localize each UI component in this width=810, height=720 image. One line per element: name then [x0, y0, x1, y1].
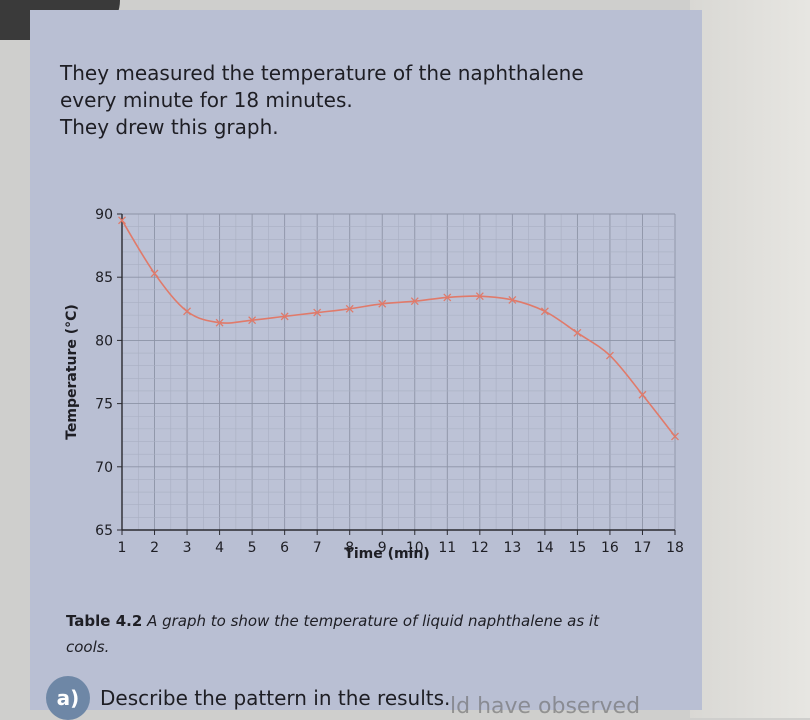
x-tick-label: 12 — [471, 540, 489, 556]
data-point — [215, 318, 224, 327]
intro-line-1: They measured the temperature of the nap… — [60, 61, 584, 85]
x-tick-label: 7 — [313, 540, 322, 556]
data-point — [118, 216, 126, 225]
x-tick-label: 10 — [406, 540, 424, 556]
y-tick-labels: 65 70 75 80 85 90 — [95, 207, 113, 539]
x-tick-label: 11 — [438, 540, 456, 556]
y-tick-label: 70 — [95, 460, 113, 476]
x-tick-label: 5 — [248, 540, 257, 556]
temperature-line — [121, 219, 676, 437]
x-tick-label: 3 — [183, 540, 192, 556]
adjacent-page — [690, 0, 810, 718]
y-tick-label: 90 — [95, 207, 113, 223]
data-point — [280, 312, 289, 321]
x-tick-label: 17 — [634, 540, 652, 556]
question-a: a) Describe the pattern in the results. — [46, 676, 450, 720]
x-tick-label: 15 — [568, 540, 586, 556]
table-caption: Table 4.2 A graph to show the temperatur… — [66, 608, 626, 660]
x-axis-label: Time (min) — [344, 546, 429, 562]
x-tick-label: 4 — [215, 540, 224, 556]
data-point — [345, 304, 354, 313]
intro-line-2: every minute for 18 minutes. — [60, 88, 353, 112]
y-tick-label: 65 — [95, 523, 113, 539]
x-tick-label: 8 — [345, 540, 354, 556]
x-tick-label: 2 — [150, 540, 159, 556]
x-tick-label: 6 — [280, 540, 289, 556]
data-point — [475, 292, 484, 301]
data-point — [638, 390, 647, 399]
y-tick-label: 85 — [95, 270, 113, 286]
data-points — [118, 216, 679, 441]
data-point — [313, 308, 322, 317]
data-point — [248, 316, 257, 325]
x-tick-label: 18 — [666, 540, 684, 556]
data-point — [605, 351, 614, 360]
question-marker: a) — [46, 676, 90, 720]
data-point — [378, 299, 387, 308]
data-point — [410, 297, 419, 306]
x-tick-label: 1 — [118, 540, 127, 556]
x-tick-label: 16 — [601, 540, 619, 556]
intro-text: They measured the temperature of the nap… — [60, 60, 680, 141]
axes — [117, 213, 676, 535]
caption-text: A graph to show the temperature of liqui… — [66, 612, 599, 656]
data-point — [508, 295, 517, 304]
y-tick-label: 75 — [95, 397, 113, 413]
bleed-through-text: ld have observed — [450, 694, 641, 719]
data-point — [150, 269, 159, 278]
x-tick-label: 9 — [378, 540, 387, 556]
data-point — [671, 432, 679, 441]
intro-line-3: They drew this graph. — [60, 115, 279, 139]
x-tick-labels: 1 2 3 4 5 6 7 8 9 10 11 12 13 14 15 16 17 18 — [118, 540, 684, 556]
y-axis-label: Temperature (°C) — [64, 304, 80, 440]
question-text: Describe the pattern in the results. — [100, 686, 451, 710]
data-point — [573, 328, 582, 337]
y-tick-label: 80 — [95, 333, 113, 349]
x-tick-label: 14 — [536, 540, 554, 556]
data-point — [540, 307, 549, 316]
data-point — [443, 293, 452, 302]
data-point — [183, 307, 192, 316]
caption-tag: Table 4.2 — [66, 612, 143, 630]
x-tick-label: 13 — [503, 540, 521, 556]
